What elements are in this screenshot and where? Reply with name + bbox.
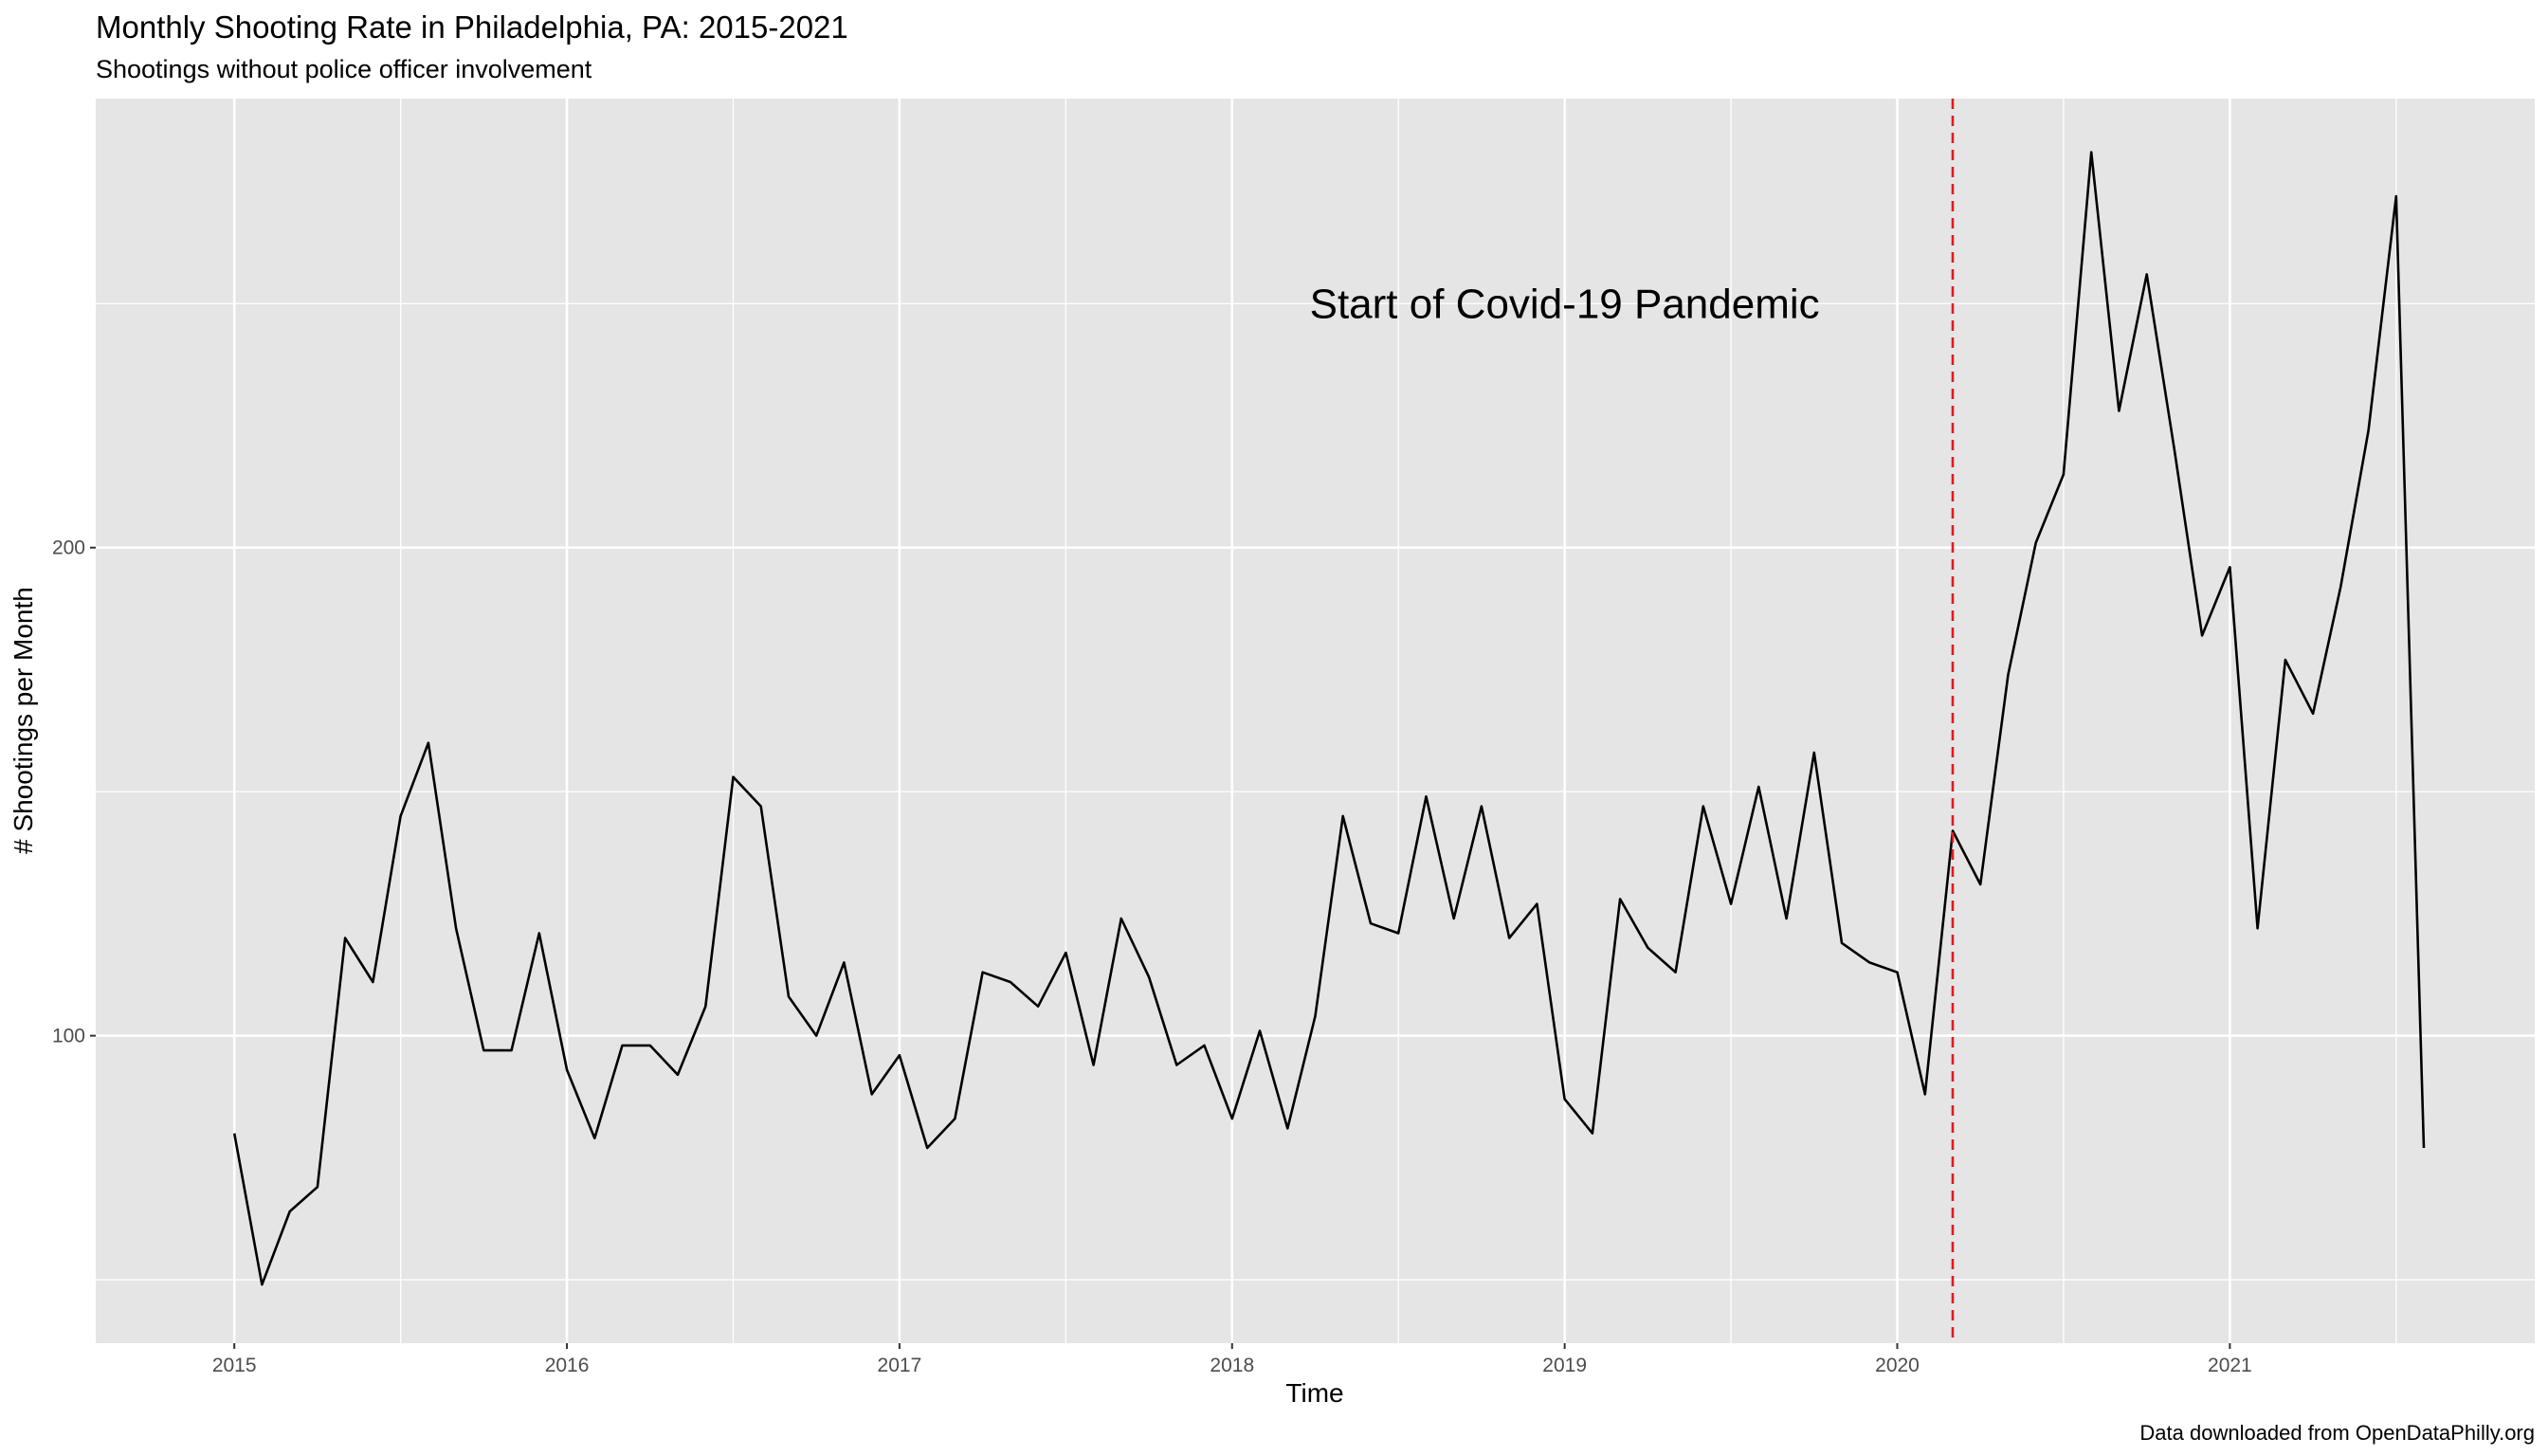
- x-tick-label: 2016: [545, 1355, 590, 1376]
- series-line: [232, 151, 2426, 1286]
- x-tick-label: 2019: [1542, 1355, 1587, 1376]
- grid-major: [96, 99, 2535, 1343]
- chart-title: Monthly Shooting Rate in Philadelphia, P…: [96, 9, 848, 45]
- x-tick-label: 2015: [212, 1355, 257, 1376]
- x-tick-label: 2021: [2208, 1355, 2252, 1376]
- x-axis-title: Time: [1285, 1378, 1343, 1408]
- y-ticks: 100 200: [52, 537, 96, 1047]
- caption: Data downloaded from OpenDataPhilly.org: [2139, 1421, 2535, 1445]
- chart-subtitle: Shootings without police officer involve…: [96, 55, 592, 83]
- covid-annotation: Start of Covid-19 Pandemic: [1310, 281, 1820, 327]
- plot-panel: [96, 99, 2535, 1343]
- x-tick-label: 2018: [1210, 1355, 1254, 1376]
- x-tick-label: 2017: [878, 1355, 922, 1376]
- y-tick-label: 200: [52, 537, 85, 559]
- y-tick-label: 100: [52, 1026, 85, 1047]
- y-axis-title: # Shootings per Month: [9, 587, 38, 854]
- x-ticks: 2015 2016 2017 2018 2019 2020 2021: [212, 1343, 2252, 1376]
- grid-minor: [96, 99, 2535, 1343]
- x-tick-label: 2020: [1875, 1355, 1920, 1376]
